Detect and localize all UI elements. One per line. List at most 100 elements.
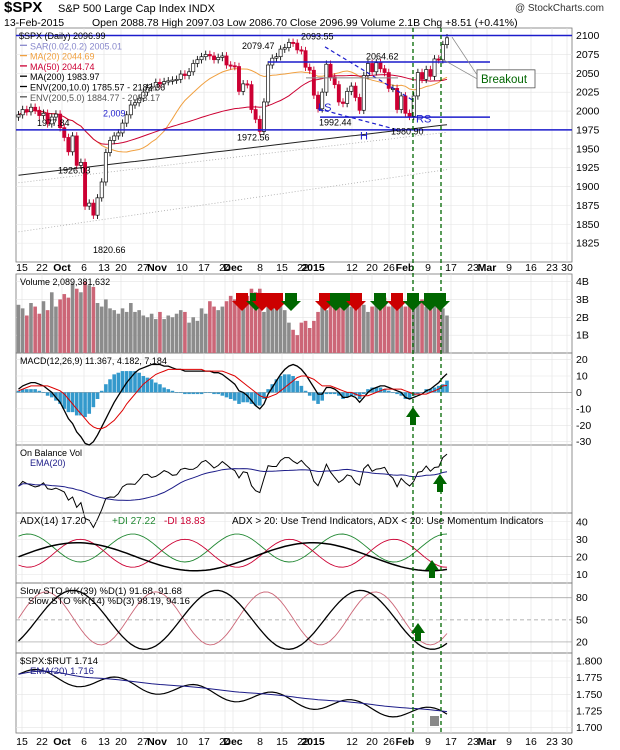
- x-tick-label: 20: [115, 736, 127, 748]
- volume-bar: [141, 315, 146, 353]
- macd-histogram-bar: [349, 392, 354, 396]
- volume-signal-arrow: [430, 293, 450, 311]
- macd-histogram-bar: [49, 392, 54, 398]
- macd-histogram-bar: [320, 392, 324, 401]
- price-annotation: 1820.66: [93, 245, 126, 255]
- y-tick-label: 2075: [576, 49, 600, 61]
- x-tick-label: 22: [297, 262, 309, 274]
- volume-bar: [295, 335, 300, 353]
- macd-histogram-bar: [416, 392, 420, 395]
- macd-histogram-bar: [203, 392, 208, 394]
- adx-legend-entry: ADX > 20: Use Trend Indicators, ADX < 20…: [232, 516, 543, 527]
- volume-bar: [378, 303, 383, 353]
- y-tick-label: 3B: [576, 294, 589, 306]
- candle-body: [415, 72, 420, 97]
- candle-body: [95, 197, 100, 216]
- macd-histogram-bar: [178, 392, 183, 394]
- volume-bar: [70, 283, 75, 353]
- volume-bar: [353, 303, 358, 353]
- x-tick-label: 12: [346, 262, 358, 274]
- volume-bar: [357, 299, 362, 353]
- y-tick-label: 2100: [576, 30, 600, 42]
- y-tick-label: 10: [576, 569, 588, 581]
- macd-histogram-bar: [378, 387, 383, 393]
- volume-bar: [370, 306, 374, 353]
- y-tick-label: 1.750: [576, 689, 602, 701]
- adx-legend-entry: ADX(14) 17.20: [20, 516, 87, 527]
- volume-bar: [149, 313, 154, 353]
- volume-bar: [120, 308, 125, 353]
- macd-histogram-bar: [278, 376, 283, 393]
- candle-body: [353, 85, 358, 98]
- x-tick-label: 22: [36, 262, 48, 274]
- macd-histogram-bar: [195, 392, 200, 395]
- macd-histogram-bar: [386, 390, 391, 393]
- candle-body: [16, 114, 21, 118]
- volume-legend: Volume 2,089,381,632: [20, 277, 110, 287]
- price-annotation: 1992.44: [319, 117, 352, 127]
- candle-body: [149, 86, 154, 89]
- x-tick-label: Feb: [396, 736, 415, 748]
- volume-bar: [361, 304, 366, 353]
- macd-histogram-bar: [291, 376, 295, 393]
- volume-bar: [137, 310, 141, 353]
- x-tick-label: Oct: [53, 736, 71, 748]
- volume-bar: [303, 320, 308, 353]
- x-tick-label: 17: [198, 736, 210, 748]
- volume-bar: [270, 299, 275, 353]
- volume-bar: [316, 311, 320, 353]
- macd-histogram-bar: [70, 392, 75, 413]
- symbol-title: $SPX: [4, 0, 43, 16]
- quote-summary: Open 2088.78 High 2097.03 Low 2086.70 Cl…: [92, 17, 518, 29]
- volume-bar: [91, 286, 96, 353]
- candle-body: [99, 181, 104, 199]
- price-annotation: 1977.84: [37, 118, 70, 128]
- volume-bar: [62, 294, 67, 353]
- candle-body: [424, 69, 429, 80]
- plus-di-line: [18, 533, 448, 563]
- volume-bar: [79, 292, 83, 353]
- y-tick-label: 1.800: [576, 656, 602, 668]
- x-tick-label: 8: [257, 736, 263, 748]
- candle-body: [411, 95, 416, 117]
- obv-legend: On Balance Vol: [20, 448, 82, 458]
- macd-histogram-bar: [83, 392, 87, 418]
- candle-body: [291, 41, 296, 44]
- macd-legend: MACD(12,26,9) 11.367, 4.182, 7.184: [20, 356, 167, 366]
- x-tick-label: 6: [81, 736, 87, 748]
- price-annotation: 1926.03: [58, 166, 91, 176]
- macd-histogram-bar: [361, 392, 366, 395]
- macd-histogram-bar: [166, 389, 171, 393]
- macd-histogram-bar: [274, 379, 279, 393]
- volume-bar: [411, 303, 416, 353]
- volume-bar: [199, 308, 204, 353]
- candle-body: [345, 91, 350, 104]
- volume-bar: [187, 322, 191, 353]
- volume-bar: [87, 285, 92, 353]
- x-tick-label: 9: [506, 262, 512, 274]
- volume-signal-arrow: [232, 293, 252, 311]
- macd-histogram-bar: [441, 384, 445, 393]
- candle-body: [145, 87, 150, 93]
- x-tick-label: 8: [257, 262, 263, 274]
- price-annotation: 2064.62: [366, 52, 399, 62]
- volume-bar: [133, 311, 137, 353]
- x-tick-label: 26: [383, 262, 395, 274]
- candle-body: [399, 95, 404, 110]
- y-tick-label: 1975: [576, 124, 600, 136]
- macd-histogram-bar: [99, 390, 104, 393]
- ratio-ema-legend: EMA(20) 1.716: [30, 666, 94, 677]
- candle-body: [445, 37, 449, 45]
- macd-histogram-bar: [332, 392, 337, 395]
- volume-bar: [341, 306, 345, 353]
- candle-body: [395, 88, 400, 110]
- x-tick-label: 15: [276, 262, 288, 274]
- x-tick-label: 9: [425, 262, 431, 274]
- candle-body: [58, 113, 63, 128]
- y-tick-label: 1950: [576, 143, 600, 155]
- macd-histogram-bar: [295, 380, 300, 393]
- volume-signal-arrow: [267, 293, 287, 311]
- x-tick-label: 23: [467, 736, 479, 748]
- ma50-line: [18, 74, 448, 145]
- candle-body: [370, 63, 375, 73]
